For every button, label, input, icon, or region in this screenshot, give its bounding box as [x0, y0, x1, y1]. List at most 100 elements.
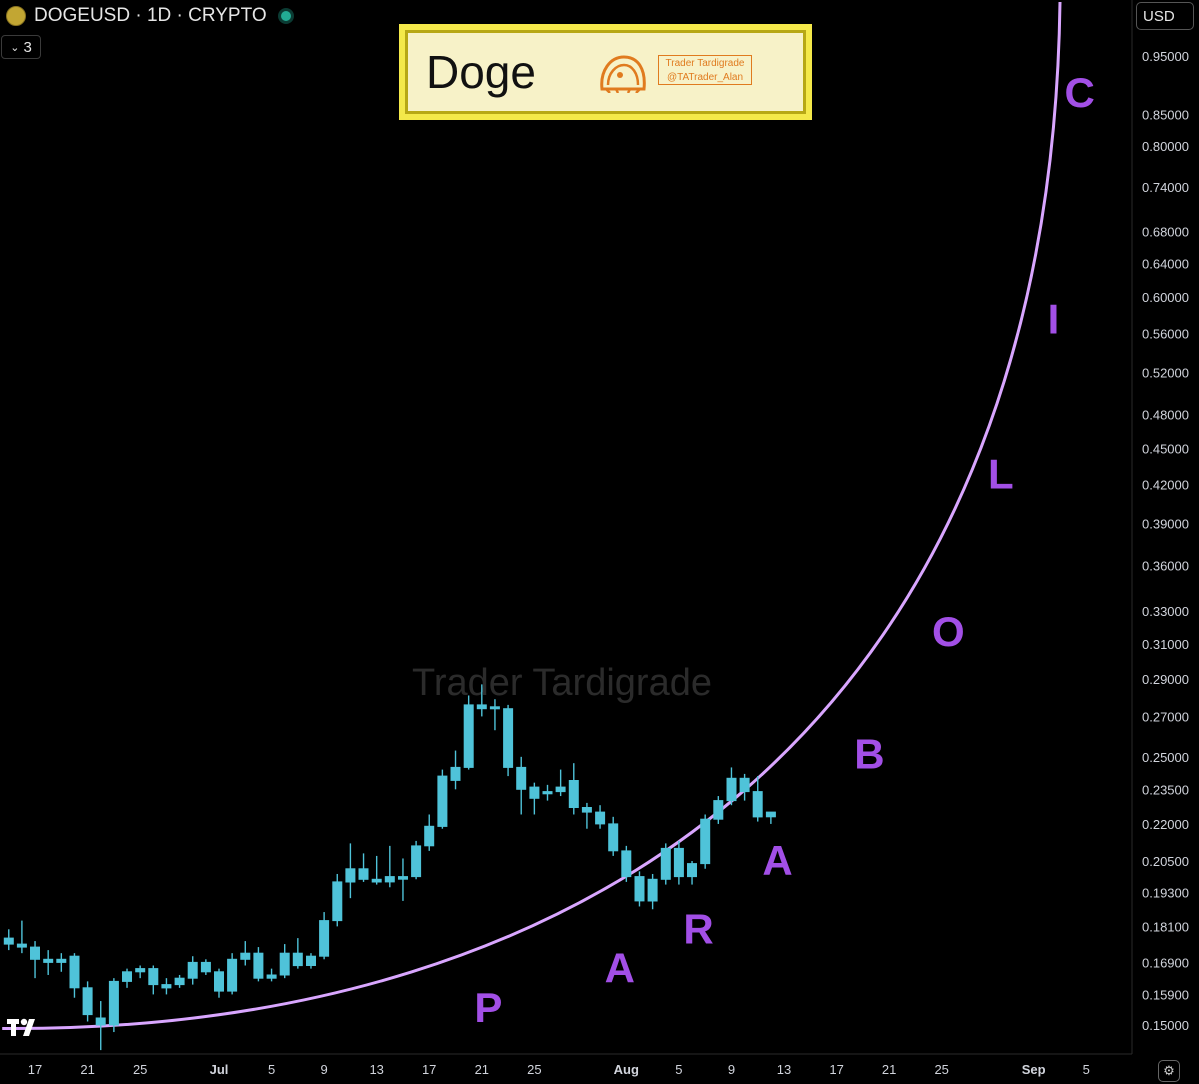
y-tick-label: 0.27000 — [1142, 709, 1189, 724]
candle-body-up — [424, 825, 435, 847]
currency-selector[interactable]: USD — [1136, 2, 1194, 30]
candle — [516, 756, 527, 815]
candle — [174, 974, 185, 988]
candle — [634, 871, 645, 907]
candle — [660, 843, 671, 885]
candle — [489, 699, 500, 731]
candle — [56, 953, 67, 972]
tradingview-logo-icon[interactable] — [7, 1018, 45, 1036]
candle — [82, 981, 93, 1022]
candle — [266, 968, 277, 982]
candle — [411, 840, 422, 880]
y-tick-label: 0.15000 — [1142, 1018, 1189, 1033]
candle-body-down — [739, 777, 750, 793]
curve-letters-layer: P A R A B O L I C — [474, 69, 1094, 1031]
candle-body-up — [647, 878, 658, 902]
curve-letter: A — [605, 945, 635, 992]
candle — [122, 968, 132, 988]
candle-body-down — [371, 878, 382, 883]
price-axis[interactable]: 0.95000 0.85000 0.80000 0.74000 0.68000 0.640… — [1142, 49, 1189, 1033]
x-tick-label: 5 — [675, 1062, 682, 1077]
candle — [292, 938, 303, 969]
curve-letter: I — [1048, 296, 1060, 343]
candle-body-up — [542, 791, 553, 795]
candle-body-up — [279, 952, 290, 976]
candle — [398, 858, 408, 901]
candle-body-down — [69, 955, 80, 989]
y-tick-label: 0.74000 — [1142, 180, 1189, 195]
time-axis[interactable]: 17 21 25 Jul 5 9 13 17 21 25 Aug 5 9 13 17 21 25 Sep 5 — [28, 1062, 1090, 1077]
x-tick-label: 9 — [728, 1062, 735, 1077]
candle — [69, 953, 80, 998]
candle — [739, 773, 750, 801]
candle — [503, 704, 514, 777]
x-tick-label: 21 — [80, 1062, 94, 1077]
candle-body-up — [411, 845, 422, 878]
candle-body-up — [108, 980, 119, 1026]
candle — [621, 845, 632, 882]
candle — [279, 944, 290, 979]
y-tick-label: 0.56000 — [1142, 327, 1189, 342]
x-tick-label: 21 — [475, 1062, 489, 1077]
y-tick-label: 0.39000 — [1142, 516, 1189, 531]
candle — [463, 695, 474, 770]
candle-body-up — [555, 786, 566, 793]
candle — [332, 873, 343, 927]
symbol-label: DOGEUSD · 1D · CRYPTO — [34, 5, 267, 26]
y-tick-label: 0.33000 — [1142, 604, 1189, 619]
candle-body-up — [450, 766, 461, 781]
y-tick-label: 0.68000 — [1142, 225, 1189, 240]
currency-label: USD — [1143, 7, 1175, 25]
candle — [595, 805, 606, 829]
candle-body-down — [476, 704, 487, 710]
market-status-dot — [280, 11, 291, 21]
candle — [3, 929, 14, 951]
watermark-layer: Trader Tardigrade — [412, 662, 712, 704]
x-tick-label: 5 — [1083, 1062, 1090, 1077]
candle-body-up — [384, 876, 395, 883]
candle — [253, 947, 264, 982]
candle — [187, 956, 198, 985]
candle-body-up — [266, 974, 277, 979]
candle — [765, 811, 776, 824]
candle — [345, 843, 356, 899]
x-tick-label: 13 — [777, 1062, 791, 1077]
candle — [200, 959, 211, 975]
candle-body-up — [306, 955, 316, 967]
candle-body-up — [726, 777, 737, 802]
indicator-count: 3 — [23, 38, 32, 56]
y-tick-label: 0.15900 — [1142, 987, 1189, 1002]
x-tick-label: 25 — [934, 1062, 948, 1077]
x-tick-label: 25 — [527, 1062, 541, 1077]
candle-body-down — [253, 952, 264, 979]
banner-credit-box: Trader Tardigrade @TATrader_Alan — [658, 55, 752, 85]
indicators-toggle-button[interactable]: ⌄ 3 — [1, 35, 41, 59]
candle — [647, 873, 658, 910]
candle-body-down — [358, 868, 369, 880]
candle — [713, 796, 724, 824]
candle-body-down — [529, 786, 540, 799]
x-tick-label: 17 — [28, 1062, 42, 1077]
candle — [371, 855, 382, 885]
candle-body-up — [700, 818, 711, 865]
candle-body-down — [398, 876, 408, 880]
candle — [319, 912, 330, 960]
curve-letter: A — [762, 837, 792, 884]
y-tick-label: 0.45000 — [1142, 441, 1189, 456]
candle-body-down — [30, 946, 40, 960]
x-tick-label: Jul — [210, 1062, 229, 1077]
y-tick-label: 0.20500 — [1142, 854, 1189, 869]
candle-body-down — [595, 811, 606, 825]
candle — [240, 941, 251, 966]
y-tick-label: 0.95000 — [1142, 49, 1189, 64]
candle-body-up — [489, 706, 500, 710]
candle-body-down — [673, 847, 684, 878]
settings-icon[interactable]: ⚙ — [1158, 1060, 1180, 1082]
candle — [476, 684, 487, 717]
symbol-header[interactable]: DOGEUSD · 1D · CRYPTO — [6, 4, 291, 28]
y-tick-label: 0.25000 — [1142, 750, 1189, 765]
candle-body-down — [161, 984, 172, 989]
candle — [227, 953, 238, 995]
